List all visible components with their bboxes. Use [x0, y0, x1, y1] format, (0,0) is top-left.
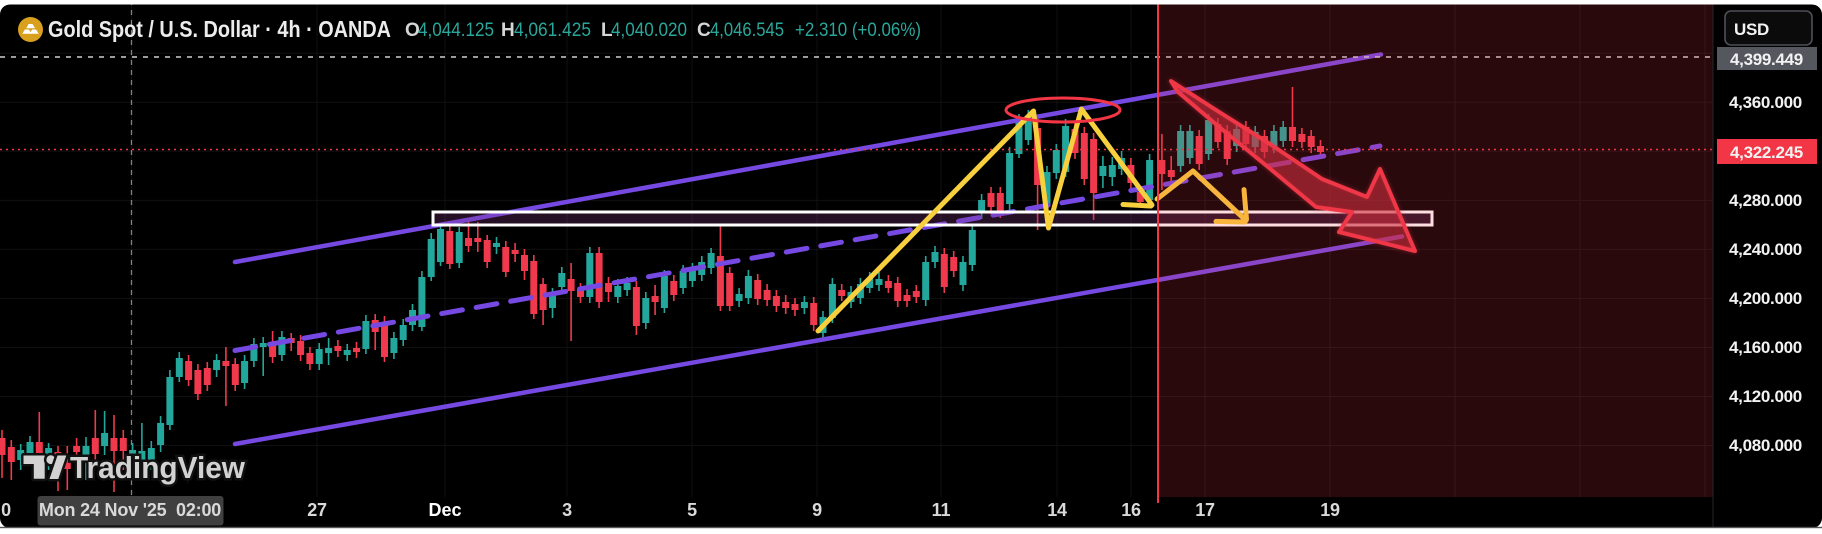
svg-text:4,200.000: 4,200.000 — [1729, 289, 1802, 308]
svg-text:L: L — [601, 20, 613, 41]
svg-text:4,040.020: 4,040.020 — [611, 20, 687, 41]
svg-text:14: 14 — [1047, 500, 1067, 520]
svg-text:4,322.245: 4,322.245 — [1730, 143, 1803, 162]
svg-text:4,280.000: 4,280.000 — [1729, 191, 1802, 210]
svg-text:4,360.000: 4,360.000 — [1729, 93, 1802, 112]
svg-text:O: O — [405, 20, 420, 41]
svg-text:H: H — [501, 20, 515, 41]
svg-text:USD: USD — [1734, 20, 1769, 39]
svg-text:19: 19 — [1320, 500, 1340, 520]
svg-text:Mon 24 Nov '25 02:00: Mon 24 Nov '25 02:00 — [39, 500, 221, 520]
svg-text:16: 16 — [1121, 500, 1141, 520]
svg-text:4,046.545: 4,046.545 — [710, 20, 784, 41]
svg-text:17: 17 — [1195, 500, 1215, 520]
svg-text:C: C — [697, 20, 711, 41]
svg-text:3: 3 — [562, 500, 572, 520]
svg-text:TradingView: TradingView — [70, 450, 246, 485]
svg-text:11: 11 — [932, 500, 951, 520]
svg-text:4,399.449: 4,399.449 — [1730, 50, 1803, 69]
svg-text:4,044.125: 4,044.125 — [418, 20, 494, 41]
svg-text:4,120.000: 4,120.000 — [1729, 387, 1802, 406]
svg-text:9: 9 — [812, 500, 822, 520]
svg-text:Gold Spot / U.S. Dollar · 4h ·: Gold Spot / U.S. Dollar · 4h · OANDA — [48, 16, 391, 42]
svg-text:Dec: Dec — [428, 500, 461, 520]
svg-text:27: 27 — [307, 500, 327, 520]
svg-text:4,240.000: 4,240.000 — [1729, 240, 1802, 259]
svg-text:4,061.425: 4,061.425 — [514, 20, 591, 41]
svg-text:5: 5 — [687, 500, 697, 520]
svg-text:4,160.000: 4,160.000 — [1729, 338, 1802, 357]
svg-text:0: 0 — [1, 500, 11, 520]
svg-text:+2.310 (+0.06%): +2.310 (+0.06%) — [795, 20, 921, 41]
svg-text:4,080.000: 4,080.000 — [1729, 436, 1802, 455]
